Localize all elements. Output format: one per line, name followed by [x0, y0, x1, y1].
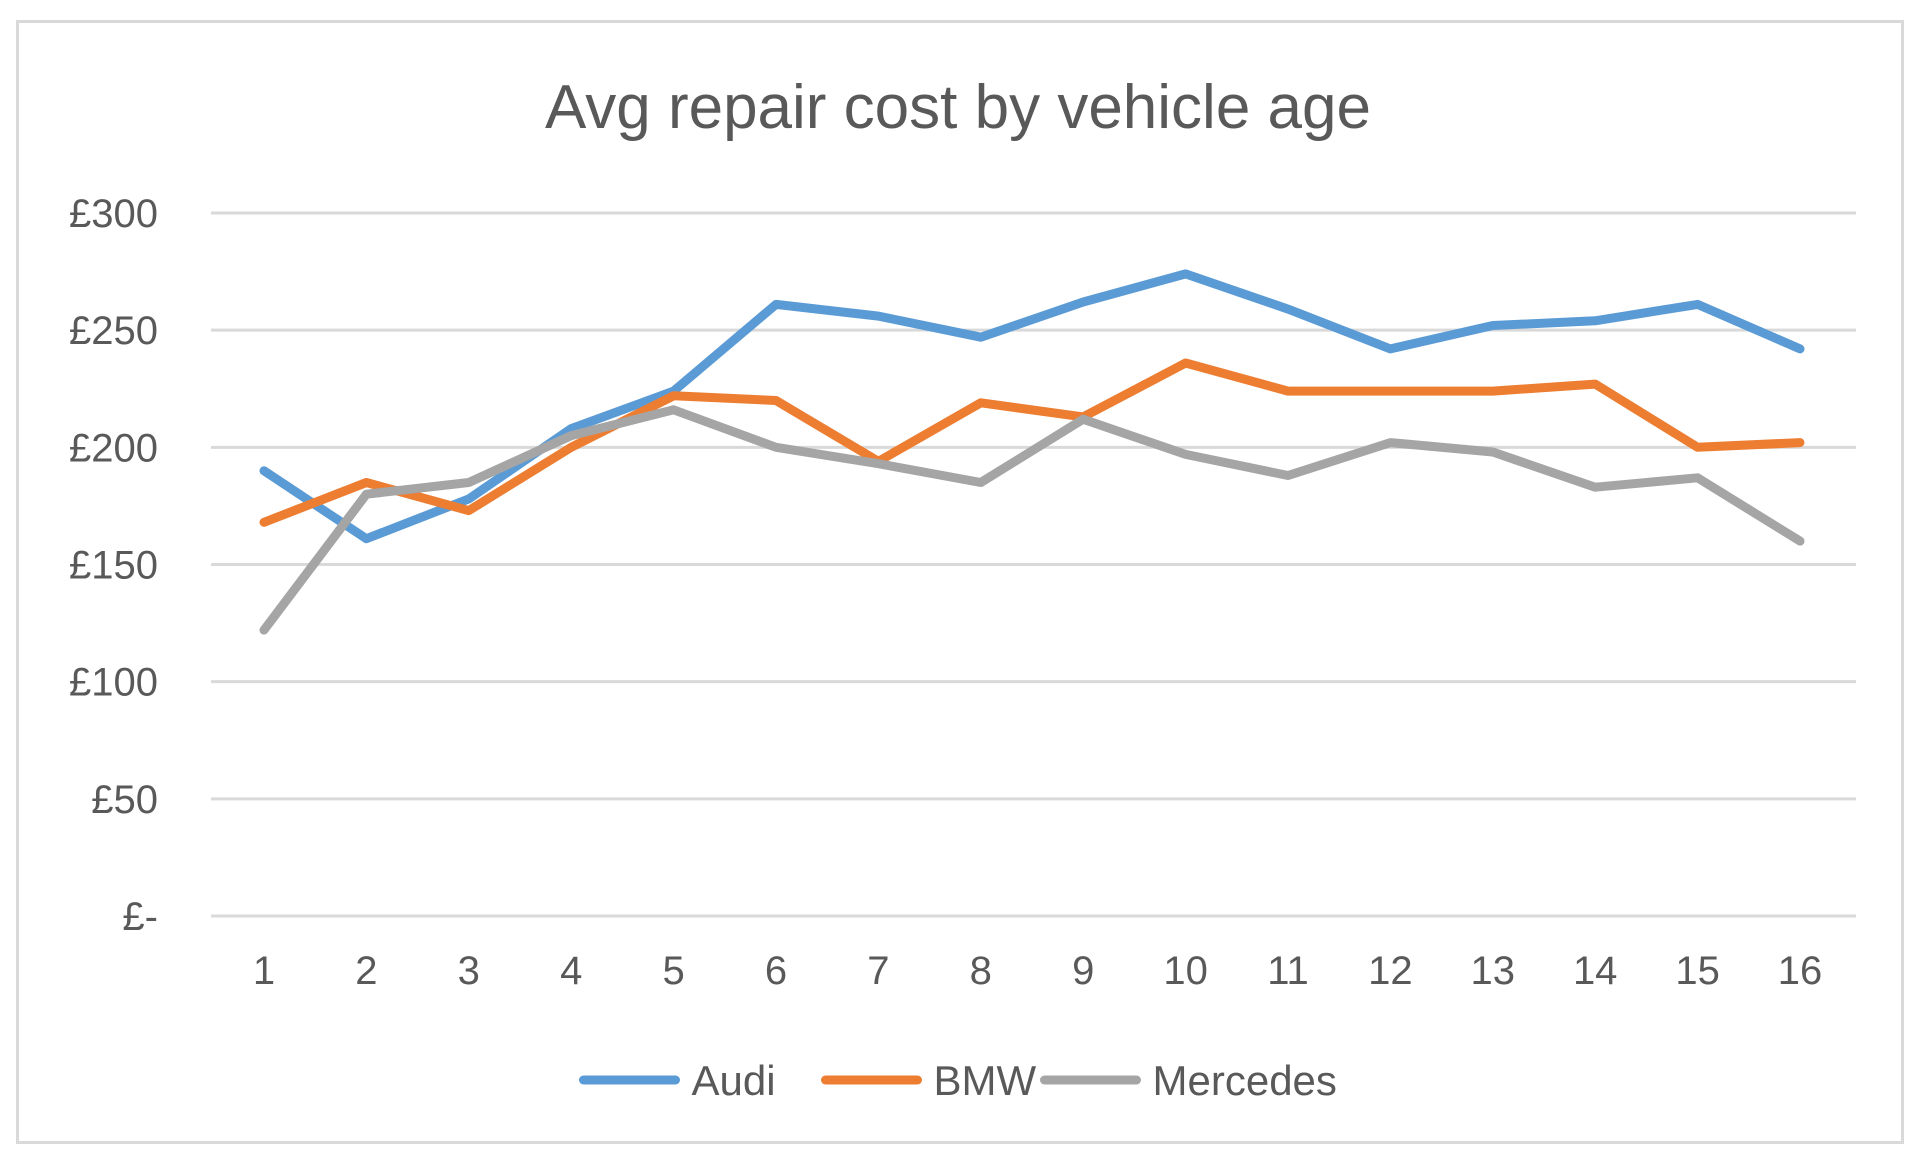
- x-tick-label: 6: [765, 949, 787, 993]
- x-tick-label: 9: [1072, 949, 1094, 993]
- y-tick-label: £50: [91, 778, 158, 822]
- x-axis-ticks: 1 2 3 4 5 6 7 8 9 10 11 12 13 14 15 16: [253, 949, 1822, 993]
- legend-label-bmw: BMW: [934, 1057, 1037, 1104]
- x-tick-label: 12: [1368, 949, 1413, 993]
- legend-label-audi: Audi: [692, 1057, 776, 1104]
- x-tick-label: 10: [1163, 949, 1208, 993]
- y-tick-label: £200: [69, 426, 158, 470]
- series-line-bmw: [259, 358, 1805, 527]
- y-tick-label: £150: [69, 544, 158, 588]
- x-tick-label: 2: [355, 949, 377, 993]
- x-tick-label: 15: [1675, 949, 1720, 993]
- y-tick-label: £250: [69, 309, 158, 353]
- x-tick-label: 4: [560, 949, 582, 993]
- y-tick-label: £300: [69, 192, 158, 236]
- series-lines: [259, 269, 1805, 635]
- series-line-mercedes: [259, 405, 1805, 635]
- y-tick-label: £100: [69, 661, 158, 705]
- legend-label-mercedes: Mercedes: [1153, 1057, 1337, 1104]
- x-tick-label: 11: [1267, 949, 1309, 993]
- legend: Audi BMW Mercedes: [579, 1057, 1337, 1104]
- y-tick-label: £-: [122, 895, 158, 939]
- x-tick-label: 14: [1573, 949, 1618, 993]
- chart-area: [16, 20, 1904, 1144]
- x-tick-label: 8: [970, 949, 992, 993]
- x-tick-label: 7: [867, 949, 889, 993]
- x-tick-label: 13: [1471, 949, 1516, 993]
- chart-title: Avg repair cost by vehicle age: [545, 73, 1371, 142]
- x-tick-label: 5: [662, 949, 684, 993]
- x-tick-label: 3: [458, 949, 480, 993]
- x-tick-label: 1: [253, 949, 275, 993]
- x-tick-label: 16: [1778, 949, 1823, 993]
- y-axis-ticks: £- £50 £100 £150 £200 £250 £300: [69, 192, 158, 939]
